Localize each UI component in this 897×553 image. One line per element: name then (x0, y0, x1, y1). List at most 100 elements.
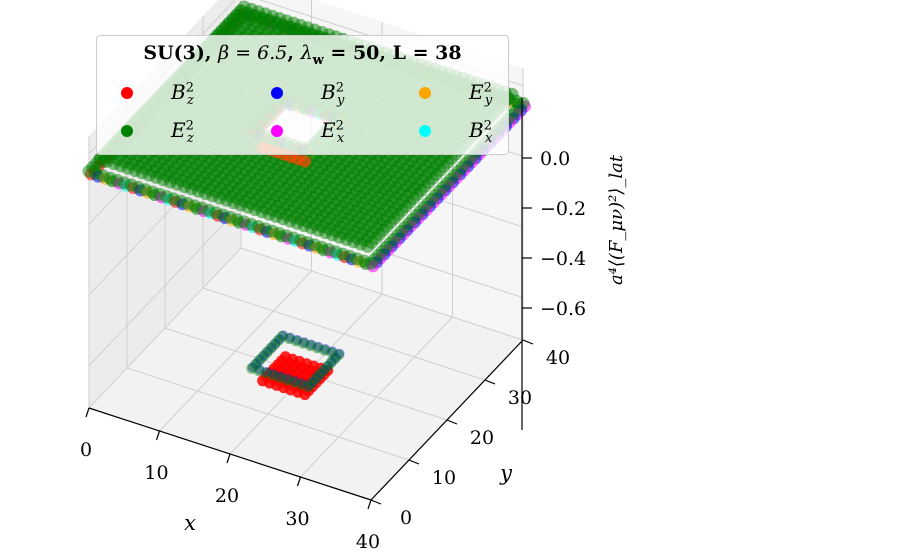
well-point-E2z (304, 340, 316, 352)
tick-labels: 0 10 20 30 40 0 10 20 30 40 0.0 −0.2 −0.4 −0.6 (80, 148, 586, 553)
well-point-B2y (274, 334, 285, 345)
legend-marker (121, 125, 133, 137)
y-axis-label: y (499, 461, 513, 485)
legend-label: B2z (171, 80, 194, 108)
well-point-B2y (330, 352, 341, 363)
y-tick-label: 10 (432, 467, 456, 489)
well-point-B2y (319, 364, 330, 375)
legend-marker (419, 125, 431, 137)
well-point-B2y (334, 348, 345, 359)
x-tick-label: 40 (356, 531, 380, 553)
x-tick (226, 453, 231, 464)
well-point-E2z (321, 361, 333, 373)
y-tick-label: 0 (400, 507, 412, 529)
well-point-E2z (333, 349, 345, 361)
well-point-E2z (272, 334, 284, 346)
well-point-E2z (260, 367, 272, 379)
well-point-E2z (318, 344, 330, 356)
well-point-E2z (274, 372, 286, 384)
well-point-B2y (323, 360, 334, 371)
y-tick (446, 419, 458, 425)
well-point-E2z (326, 346, 337, 358)
well-point-B2y (297, 378, 308, 389)
well-point-B2y (285, 332, 296, 343)
well-point-B2y (283, 373, 293, 384)
legend-label: E2x (321, 118, 345, 146)
hole-rim-point-B2z (298, 155, 311, 168)
well-point-B2y (259, 350, 270, 361)
well-point-B2y (270, 338, 281, 349)
well-point-B2y (315, 368, 326, 379)
well-point-B2y (262, 346, 273, 357)
axis-lines (85, 98, 534, 510)
y-tick-label: 40 (546, 347, 570, 369)
y-tick-label: 20 (470, 427, 494, 449)
well-point-E2z (311, 342, 323, 354)
well-point-E2z (297, 337, 309, 349)
legend-marker (121, 87, 133, 99)
well-point-B2y (268, 369, 279, 380)
well-point-E2z (306, 377, 318, 389)
x-tick (367, 499, 372, 510)
y-grid-line-floor (202, 287, 486, 381)
x-tick-label: 30 (285, 508, 309, 530)
legend-marker (271, 125, 283, 137)
x-tick (296, 476, 302, 487)
well-point-E2z (329, 353, 341, 365)
x-tick-label: 20 (215, 485, 239, 507)
well-point-E2z (295, 378, 307, 390)
well-point-E2z (250, 358, 262, 370)
z-tick-label: −0.4 (540, 248, 586, 270)
well-point-E2z (281, 374, 293, 386)
x-axis-label: x (184, 511, 196, 535)
legend-label: B2y (321, 80, 345, 108)
well-point-B2y (292, 334, 303, 345)
well-point-B2y (266, 342, 277, 353)
legend-marker (419, 87, 431, 99)
well-point-B2y (255, 354, 266, 365)
y-grid-line-floor (240, 247, 524, 341)
x-tick (85, 407, 90, 418)
legend-label: E2y (469, 80, 493, 108)
plateau-point-E2z (364, 256, 378, 270)
well-point-E2z (314, 369, 326, 381)
y-tick (484, 379, 496, 385)
z-tick-label: 0.0 (540, 148, 570, 170)
well-point-E2z (302, 381, 314, 393)
well-point-E2z (290, 335, 302, 347)
legend-marker (271, 87, 283, 99)
well-point-E2z (267, 369, 279, 381)
well-point-B2y (306, 339, 317, 350)
well-point-E2z (317, 365, 329, 377)
x-tick-label: 10 (144, 462, 168, 484)
well-point-E2z (283, 333, 295, 345)
well-point-B2y (313, 341, 324, 352)
plateau-point-E2z (361, 239, 375, 253)
legend-label: B2x (469, 118, 493, 146)
well-point-B2y (290, 376, 301, 387)
z-grid-line-left (88, 205, 242, 366)
well-point-E2z (246, 362, 258, 374)
well-point-B2y (326, 356, 337, 367)
z-tick-label: −0.2 (540, 198, 586, 220)
z-tick-label: −0.6 (540, 298, 586, 320)
well-point-E2z (253, 365, 265, 377)
x-tick-label: 0 (80, 439, 92, 461)
well-point-E2z (257, 350, 269, 362)
well-point-B2y (247, 362, 258, 373)
well-point-E2z (288, 376, 300, 388)
y-tick-label: 30 (508, 387, 532, 409)
legend: SU(3), β = 6.5, λw = 50, L = 38 B2z B2y E2… (96, 35, 509, 155)
well-point-B2y (261, 366, 272, 377)
well-point-B2y (251, 358, 262, 369)
y-tick (522, 339, 534, 345)
well-point-E2z (276, 330, 288, 342)
legend-label: E2z (171, 118, 194, 146)
z-axis-label: a⁴⟨(F_μν)²⟩_lat (606, 154, 627, 285)
y-tick (408, 459, 420, 465)
well-point-E2z (269, 338, 281, 350)
legend-title: SU(3), β = 6.5, λw = 50, L = 38 (143, 42, 462, 68)
well-point-B2y (278, 330, 289, 341)
well-point-B2y (275, 371, 286, 382)
well-point-B2y (307, 376, 318, 387)
